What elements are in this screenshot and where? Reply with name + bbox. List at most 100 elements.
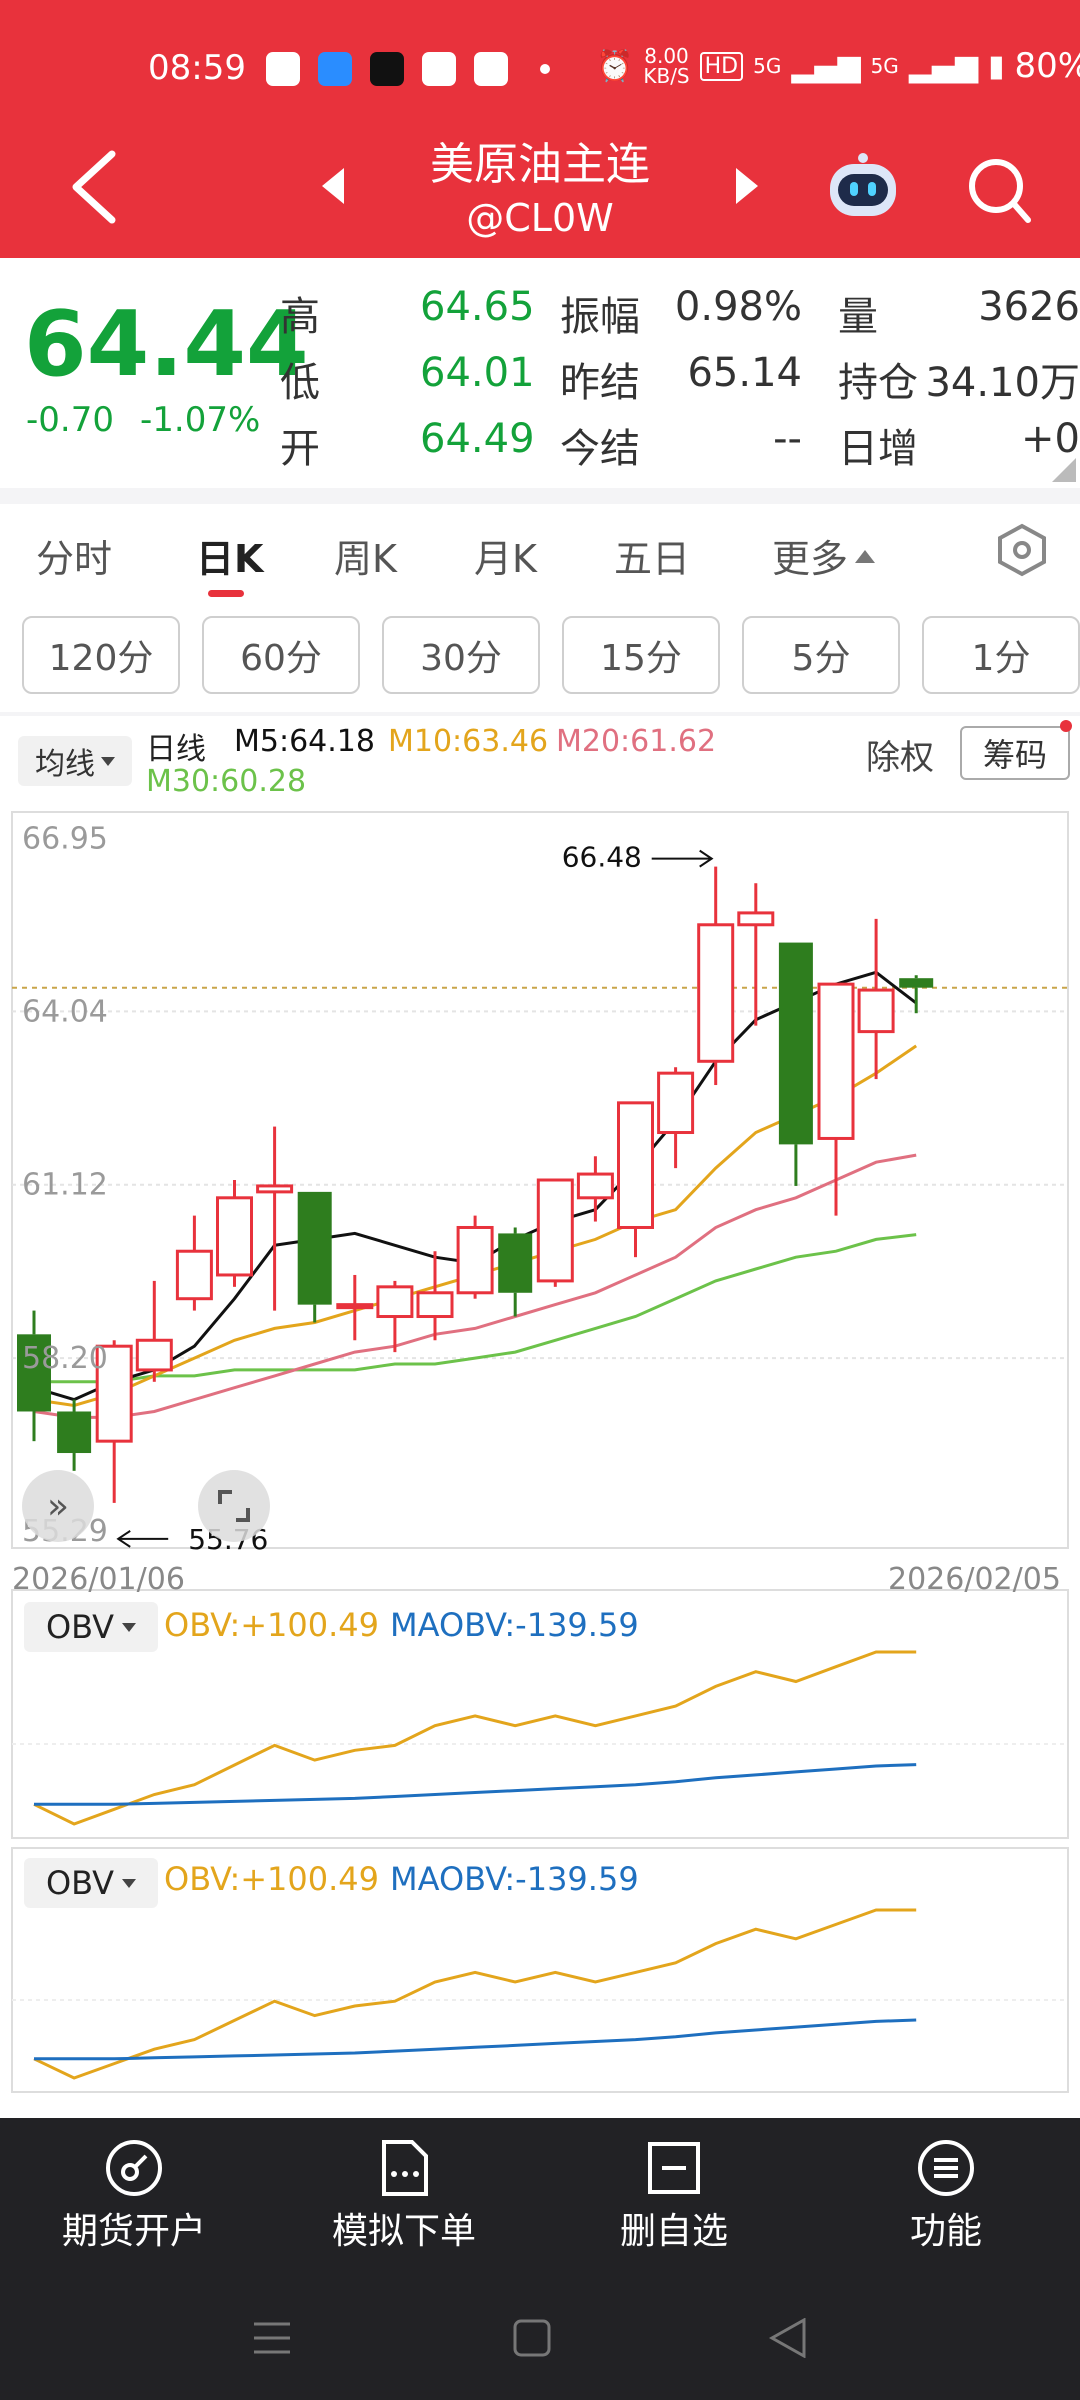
- signal2-label: 5G: [870, 54, 899, 78]
- battery-icon: ▮: [988, 48, 1005, 84]
- candle-body: [17, 1334, 51, 1412]
- settings-hex-icon[interactable]: [996, 522, 1048, 578]
- expand-corner-icon[interactable]: [1052, 458, 1076, 482]
- next-contract-icon[interactable]: [732, 166, 762, 206]
- functions-label: 功能: [909, 2211, 982, 2252]
- system-back-icon[interactable]: [768, 2318, 808, 2358]
- candle-body: [256, 1184, 294, 1194]
- simulated-order-button[interactable]: [284, 2138, 524, 2202]
- daily-increase-value: +0: [1021, 416, 1080, 462]
- candle: [778, 942, 813, 1186]
- candle-body: [697, 923, 735, 1063]
- ma20-line: [33, 1153, 917, 1419]
- alarm-icon: ⏰: [596, 48, 634, 84]
- candle-body: [216, 1196, 253, 1277]
- candle-body: [617, 1101, 654, 1229]
- tab-more-label: 更多: [772, 537, 849, 581]
- today-settle-label: 今结: [560, 426, 640, 472]
- ma20-legend: M20:61.62: [556, 724, 717, 759]
- main-panel-border: [11, 811, 1069, 1549]
- candle-body: [135, 1338, 173, 1372]
- double-chevron-icon: »: [46, 1485, 70, 1527]
- contract-code: @CL0W: [466, 196, 614, 240]
- candle-body: [857, 988, 895, 1034]
- dropdown-icon: [101, 756, 115, 766]
- robot-assistant-icon[interactable]: [822, 150, 904, 226]
- ma30-line: [34, 1233, 917, 1384]
- obv1-value: OBV:+100.49: [164, 1606, 379, 1644]
- candle-body: [57, 1411, 92, 1454]
- system-home-icon[interactable]: [512, 2318, 552, 2358]
- candle: [536, 1178, 574, 1287]
- futures-account-label: 期货开户: [61, 2211, 206, 2252]
- ma-selector-button[interactable]: 均线: [18, 736, 132, 786]
- max-arrow-head: [699, 849, 714, 868]
- obv-line: [33, 1650, 917, 1826]
- min-arrow-head: [116, 1530, 131, 1548]
- prev-contract-icon[interactable]: [318, 166, 348, 206]
- tab-week-k[interactable]: 周K: [334, 537, 397, 581]
- volume-label: 量: [838, 294, 878, 340]
- candle: [657, 1067, 695, 1169]
- tab-more[interactable]: 更多: [772, 528, 876, 583]
- chip-distribution-button[interactable]: 筹码: [960, 726, 1070, 780]
- futures-account-button[interactable]: [14, 2138, 254, 2202]
- fast-forward-button[interactable]: »: [22, 1470, 94, 1542]
- system-menu-icon[interactable]: [252, 2318, 292, 2358]
- candle-body: [576, 1172, 614, 1200]
- tab-timeshare[interactable]: 分时: [36, 537, 113, 581]
- candle: [617, 1101, 654, 1258]
- back-arrow-icon[interactable]: [64, 148, 124, 226]
- candle-body: [336, 1303, 374, 1310]
- tab-day-k[interactable]: 日K: [196, 537, 264, 581]
- period-60min-button[interactable]: 60分: [202, 616, 360, 694]
- page-title: 美原油主连: [430, 139, 650, 190]
- period-1min-button[interactable]: 1分: [922, 616, 1080, 694]
- y-tick-label: 58.20: [22, 1341, 108, 1376]
- candle-body: [456, 1225, 494, 1295]
- ma5-legend: M5:64.18: [234, 724, 375, 759]
- candle: [95, 1340, 133, 1503]
- notification-dot: [1060, 720, 1072, 732]
- candle-body: [536, 1178, 574, 1283]
- remove-watchlist-button[interactable]: [554, 2138, 794, 2202]
- open-interest-value: 34.10万: [925, 360, 1080, 406]
- tab-month-k[interactable]: 月K: [474, 537, 537, 581]
- compass-icon: [106, 2140, 162, 2196]
- fullscreen-button[interactable]: [198, 1470, 270, 1542]
- end-date-label: 2026/02/05: [888, 1562, 1061, 1597]
- today-settle-value: --: [773, 416, 802, 462]
- candle: [697, 866, 735, 1086]
- tab-five-day[interactable]: 五日: [614, 537, 691, 581]
- search-icon[interactable]: [964, 154, 1034, 226]
- signal1-label: 5G: [753, 54, 782, 78]
- tiktok-notification-icon: [370, 52, 404, 86]
- functions-button[interactable]: [826, 2138, 1066, 2202]
- indicator1-selector[interactable]: OBV: [24, 1602, 158, 1652]
- ex-right-toggle[interactable]: 除权: [866, 738, 934, 778]
- candle-body: [175, 1249, 213, 1301]
- period-5min-button[interactable]: 5分: [742, 616, 900, 694]
- signal1-icon: ▂▄▆: [791, 48, 861, 84]
- status-right: ⏰ 8.00 KB/S HD 5G ▂▄▆ 5G ▂▄▆ ▮ 80%: [596, 46, 1080, 86]
- obv-line: [33, 1908, 917, 2080]
- candle: [416, 1251, 454, 1341]
- signal2-icon: ▂▄▆: [908, 48, 979, 84]
- kline-type-label: 日线: [146, 732, 206, 767]
- obv2-value: OBV:+100.49: [164, 1860, 379, 1898]
- prev-settle-label: 昨结: [560, 360, 640, 406]
- period-15min-button[interactable]: 15分: [562, 616, 720, 694]
- candle: [17, 1310, 51, 1442]
- period-30min-button[interactable]: 30分: [382, 616, 540, 694]
- indicator2-selector[interactable]: OBV: [24, 1858, 158, 1908]
- period-120min-button[interactable]: 120分: [22, 616, 180, 694]
- bottom-action-bar: [0, 2118, 1080, 2400]
- expand-icon: [218, 1490, 250, 1522]
- candle: [737, 883, 775, 1026]
- weibo-notification-icon: [422, 52, 456, 86]
- indicator2-name: OBV: [45, 1864, 115, 1902]
- app-notification-icon: [266, 52, 300, 86]
- start-date-label: 2026/01/06: [12, 1562, 185, 1597]
